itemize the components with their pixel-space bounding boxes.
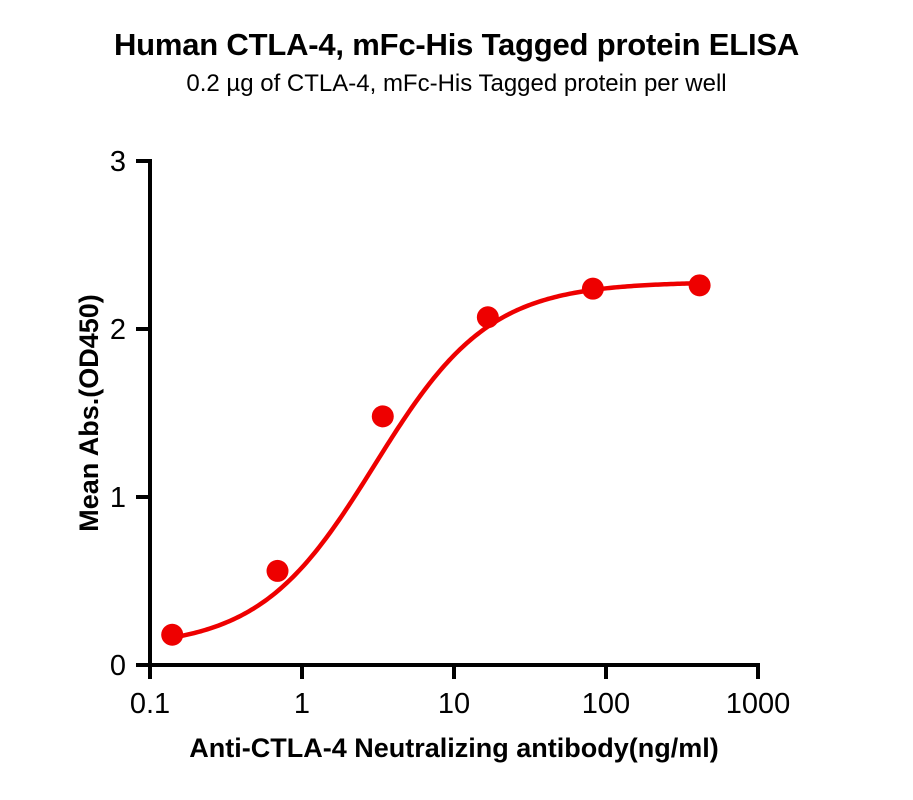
data-point-marker [688, 274, 711, 297]
series-markers [161, 274, 711, 646]
y-tick-label: 3 [110, 146, 126, 178]
chart-title-block: Human CTLA-4, mFc-His Tagged protein ELI… [0, 26, 913, 100]
y-axis-tick-labels: 0 1 2 3 [110, 146, 126, 682]
y-tick-label: 2 [110, 314, 126, 346]
y-axis: 0 1 2 3 Mean Abs.(OD450) [74, 146, 152, 682]
data-series [161, 274, 711, 646]
x-axis-tick-labels: 0.1 1 10 100 1000 [130, 688, 790, 720]
x-axis: 0.1 1 10 100 1000 Anti-CTLA-4 Neutralizing a… [130, 663, 790, 763]
y-axis-title: Mean Abs.(OD450) [74, 294, 104, 532]
x-tick-label: 1 [294, 688, 310, 720]
data-point-marker [581, 277, 604, 300]
x-tick-label: 1000 [726, 688, 791, 720]
chart-subtitle: 0.2 µg of CTLA-4, mFc-His Tagged protein… [186, 70, 727, 97]
x-tick-label: 10 [438, 688, 470, 720]
data-point-marker [476, 306, 499, 329]
x-axis-title: Anti-CTLA-4 Neutralizing antibody(ng/ml) [189, 733, 718, 763]
data-point-marker [266, 559, 289, 582]
page-title: Human CTLA-4, mFc-His Tagged protein ELI… [113, 27, 800, 62]
y-tick-label: 1 [110, 482, 126, 514]
x-tick-label: 0.1 [130, 688, 170, 720]
x-axis-ticks [148, 665, 760, 679]
x-tick-label: 100 [582, 688, 630, 720]
data-point-marker [161, 623, 184, 646]
series-line [169, 280, 702, 640]
data-point-marker [371, 405, 394, 428]
y-tick-label: 0 [110, 650, 126, 682]
y-axis-ticks [136, 159, 150, 667]
